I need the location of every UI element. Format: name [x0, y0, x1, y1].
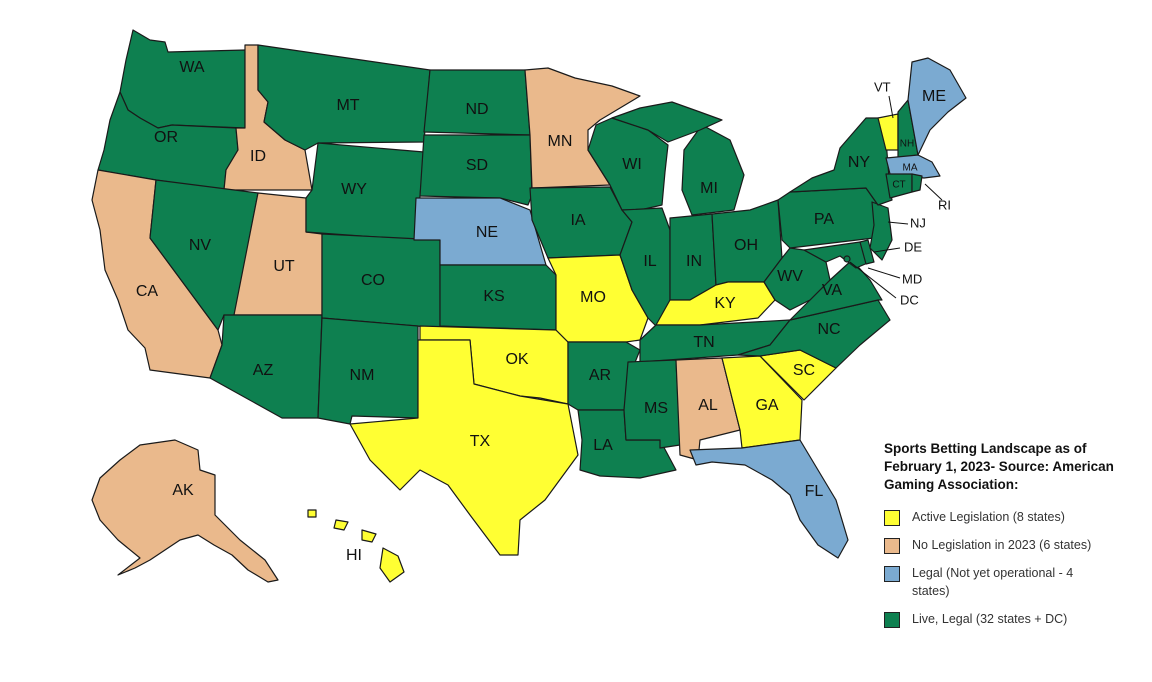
- label-MS: MS: [644, 400, 668, 417]
- label-KS: KS: [483, 288, 504, 305]
- label-WV: WV: [777, 268, 803, 285]
- state-ME: [907, 57, 967, 156]
- label-LA: LA: [593, 437, 613, 454]
- label-DC: DC: [900, 292, 919, 307]
- state-IL: [619, 207, 671, 331]
- label-ND: ND: [465, 101, 488, 118]
- label-NV: NV: [189, 237, 212, 254]
- legend-item-legal-pending: Legal (Not yet operational - 4 states): [884, 564, 1144, 600]
- label-ID: ID: [250, 148, 266, 165]
- legend-swatch-tan: [884, 538, 900, 554]
- label-NM: NM: [350, 367, 375, 384]
- label-HI: HI: [346, 547, 362, 564]
- label-CT: CT: [892, 180, 905, 191]
- label-MN: MN: [548, 133, 573, 150]
- label-TX: TX: [470, 433, 491, 450]
- legend-swatch-green: [884, 612, 900, 628]
- label-MD: MD: [902, 271, 922, 286]
- state-HI: [379, 547, 405, 583]
- label-IL: IL: [643, 253, 656, 270]
- label-AL: AL: [698, 397, 718, 414]
- label-PA: PA: [814, 211, 834, 228]
- state-MI-up: [611, 101, 723, 143]
- label-OR: OR: [154, 129, 178, 146]
- legend-item-active: Active Legislation (8 states): [884, 508, 1144, 526]
- state-NJ: [869, 201, 893, 261]
- label-NH: NH: [900, 139, 914, 150]
- label-DE: DE: [904, 239, 922, 254]
- state-HI-maui: [361, 529, 377, 543]
- state-WV: [763, 247, 831, 311]
- state-HI-oahu: [333, 519, 349, 531]
- label-WY: WY: [341, 181, 367, 198]
- label-CO: CO: [361, 272, 385, 289]
- state-KY: [655, 281, 776, 326]
- state-AK: [91, 439, 279, 583]
- label-UT: UT: [273, 258, 295, 275]
- legend-swatch-blue: [884, 566, 900, 582]
- label-MI: MI: [700, 180, 718, 197]
- legend-title: Sports Betting Landscape as of February …: [884, 441, 1114, 492]
- label-MT: MT: [336, 97, 359, 114]
- label-KY: KY: [714, 295, 736, 312]
- legend-label: Active Legislation (8 states): [912, 510, 1065, 524]
- legend-item-none: No Legislation in 2023 (6 states): [884, 536, 1144, 554]
- label-NJ: NJ: [910, 215, 926, 230]
- state-WA: [119, 29, 246, 129]
- label-OH: OH: [734, 237, 758, 254]
- label-AZ: AZ: [253, 362, 274, 379]
- state-HI-kauai: [307, 509, 317, 518]
- label-IA: IA: [570, 212, 585, 229]
- label-FL: FL: [805, 483, 824, 500]
- state-FL: [689, 439, 849, 559]
- state-DE: [859, 239, 875, 265]
- label-VA: VA: [822, 282, 842, 299]
- label-OK: OK: [505, 351, 528, 368]
- label-ME: ME: [922, 88, 946, 105]
- legend-label: Legal (Not yet operational - 4 states): [912, 566, 1074, 598]
- state-NM: [317, 317, 419, 425]
- state-MI: [681, 124, 745, 216]
- label-NE: NE: [476, 224, 498, 241]
- state-DC: [843, 255, 851, 263]
- label-WA: WA: [179, 59, 205, 76]
- label-AK: AK: [172, 482, 194, 499]
- legend-item-live: Live, Legal (32 states + DC): [884, 610, 1144, 628]
- label-MA: MA: [903, 163, 918, 174]
- label-MO: MO: [580, 289, 606, 306]
- label-VT: VT: [874, 79, 891, 94]
- state-MN: [524, 67, 641, 189]
- label-NY: NY: [848, 154, 871, 171]
- label-NC: NC: [817, 321, 840, 338]
- state-RI: [911, 173, 923, 193]
- state-TX: [349, 339, 579, 556]
- legend-swatch-yellow: [884, 510, 900, 526]
- legend-label: No Legislation in 2023 (6 states): [912, 538, 1092, 552]
- label-GA: GA: [755, 397, 778, 414]
- legend-label: Live, Legal (32 states + DC): [912, 612, 1068, 626]
- label-AR: AR: [589, 367, 611, 384]
- label-IN: IN: [686, 253, 702, 270]
- label-TN: TN: [693, 334, 714, 351]
- label-WI: WI: [622, 156, 642, 173]
- label-CA: CA: [136, 283, 159, 300]
- label-RI: RI: [938, 197, 951, 212]
- map-legend: Sports Betting Landscape as of February …: [884, 440, 1144, 638]
- label-SC: SC: [793, 362, 815, 379]
- label-SD: SD: [466, 157, 488, 174]
